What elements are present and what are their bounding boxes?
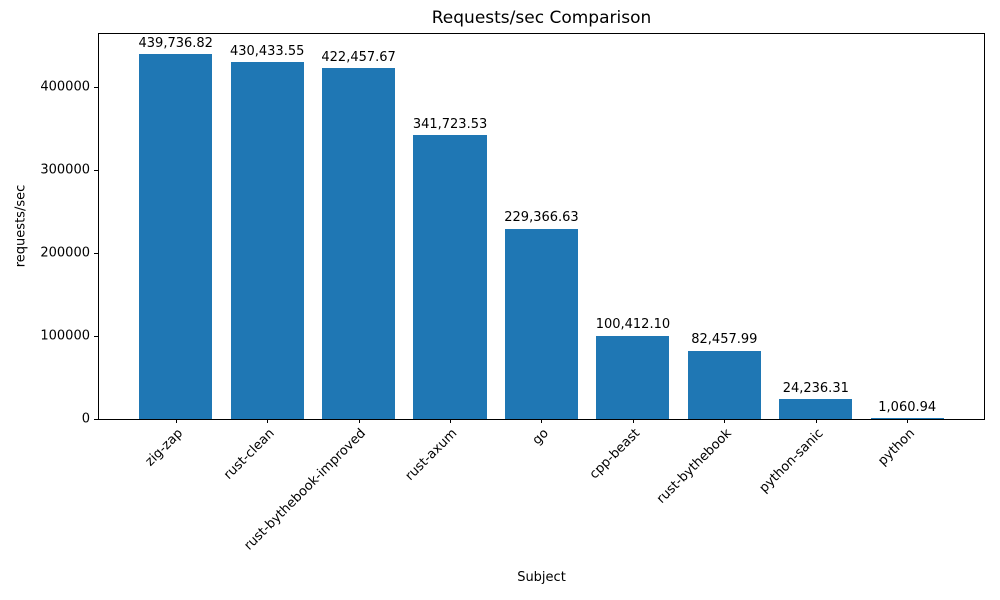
bar-value-label: 430,433.55 xyxy=(229,43,305,59)
bar-column: 100,412.10 xyxy=(587,34,678,419)
bar-value-label: 229,366.63 xyxy=(504,210,579,226)
x-axis-label: Subject xyxy=(517,570,566,585)
y-tick-mark xyxy=(94,418,98,420)
y-tick-mark xyxy=(94,86,98,88)
y-tick-label: 200000 xyxy=(40,245,90,261)
x-tick-label: rust-clean xyxy=(221,426,278,483)
x-tick-mark xyxy=(267,419,269,423)
x-tick-label: cpp-beast xyxy=(587,426,644,483)
bar-column: 341,723.53 xyxy=(404,34,495,419)
bar-column: 229,366.63 xyxy=(496,34,587,419)
bar-column: 439,736.82 xyxy=(130,34,221,419)
y-tick-label: 300000 xyxy=(40,162,90,178)
x-tick-label: rust-axum xyxy=(402,426,461,484)
x-tick-mark xyxy=(175,419,177,423)
y-tick-label: 400000 xyxy=(40,79,90,95)
bar-rust-bythebook-improved xyxy=(322,68,396,419)
bar-rust-bythebook xyxy=(687,350,761,419)
x-tick-label: zig-zap xyxy=(142,426,187,470)
x-tick-label: rust-bythebook xyxy=(654,426,735,507)
x-tick-label: go xyxy=(530,426,553,449)
bar-cpp-beast xyxy=(596,335,670,419)
x-tick-mark xyxy=(541,419,543,423)
y-tick-label: 100000 xyxy=(40,328,90,344)
x-tick-mark xyxy=(450,419,452,423)
bar-python-sanic xyxy=(779,398,853,419)
x-tick-mark xyxy=(632,419,634,423)
bar-value-label: 82,457.99 xyxy=(691,332,758,348)
x-tick-mark xyxy=(724,419,726,423)
chart-title: Requests/sec Comparison xyxy=(431,8,652,28)
bar-value-label: 1,060.94 xyxy=(878,399,937,415)
bar-value-label: 439,736.82 xyxy=(138,35,213,51)
bar-value-label: 422,457.67 xyxy=(321,50,396,66)
bars-container: 439,736.82 430,433.55 422,457.67 341,723.53… xyxy=(99,34,984,419)
bar-column: 24,236.31 xyxy=(770,34,861,419)
bar-column: 430,433.55 xyxy=(221,34,312,419)
bar-column: 82,457.99 xyxy=(679,34,770,419)
y-tick-mark xyxy=(94,335,98,337)
y-tick-mark xyxy=(94,169,98,171)
bar-column: 422,457.67 xyxy=(313,34,404,419)
bar-python xyxy=(870,418,944,419)
x-tick-mark xyxy=(907,419,909,423)
y-tick-mark xyxy=(94,252,98,254)
bar-value-label: 100,412.10 xyxy=(595,317,671,333)
x-tick-mark xyxy=(815,419,817,423)
plot-area: 439,736.82 430,433.55 422,457.67 341,723.53… xyxy=(40,33,985,553)
x-tick-mark xyxy=(358,419,360,423)
x-tick-label: python-sanic xyxy=(756,426,827,496)
bar-rust-axum xyxy=(413,135,487,419)
bar-value-label: 341,723.53 xyxy=(412,117,488,133)
bar-zig-zap xyxy=(139,54,213,419)
bar-go xyxy=(504,228,579,419)
bar-value-label: 24,236.31 xyxy=(782,380,849,396)
bar-column: 1,060.94 xyxy=(862,34,953,419)
y-axis-label: requests/sec xyxy=(13,184,29,268)
y-tick-label: 0 xyxy=(81,411,90,427)
x-tick-label: python xyxy=(875,426,918,469)
bar-rust-clean xyxy=(230,61,304,419)
